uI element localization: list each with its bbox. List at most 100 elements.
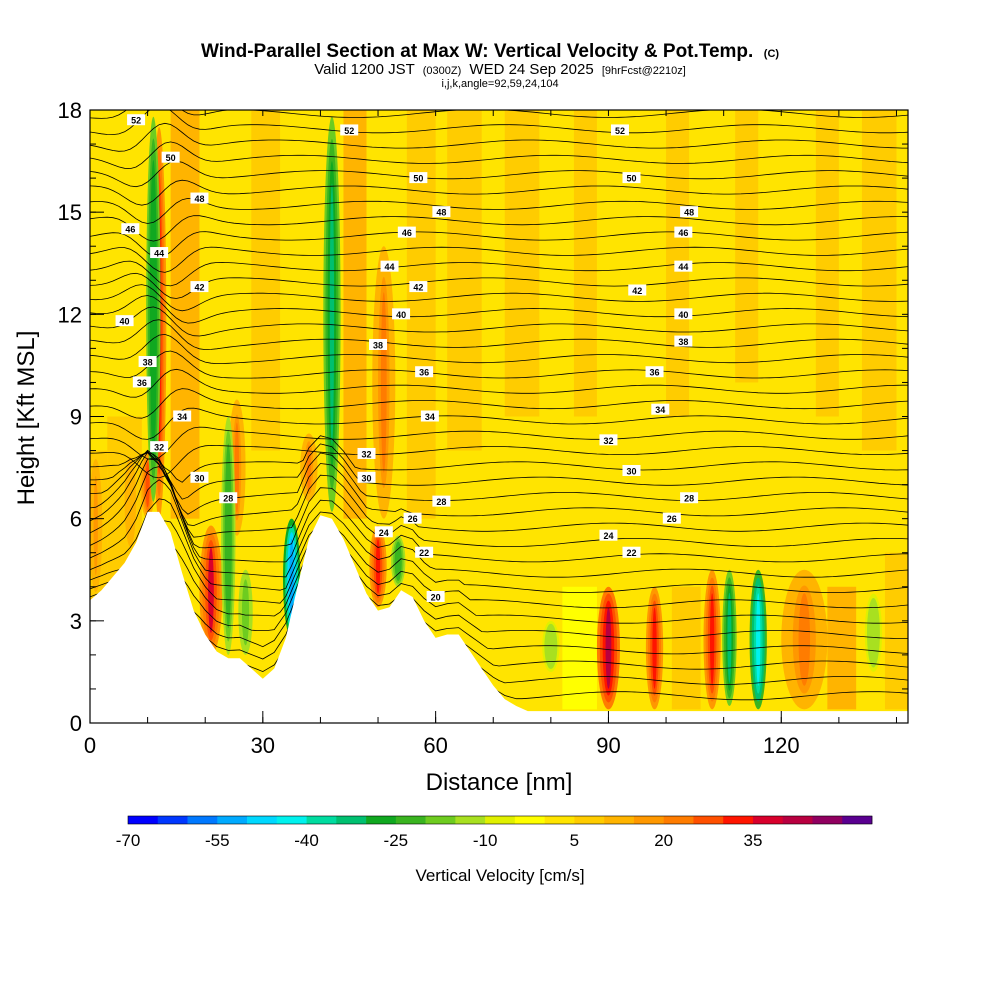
- colorbar-swatch: [574, 816, 605, 824]
- contour-label: 34: [173, 410, 192, 422]
- contour-label-text: 20: [431, 592, 441, 602]
- contour-label-text: 34: [177, 412, 187, 422]
- colorbar-swatch: [812, 816, 843, 824]
- y-tick-label: 18: [58, 98, 82, 123]
- contour-label-text: 46: [402, 228, 412, 238]
- contour-label-bg: [628, 284, 647, 296]
- colorbar-swatch: [663, 816, 694, 824]
- contour-label-bg: [680, 206, 699, 218]
- chart-title-line: Wind-Parallel Section at Max W: Vertical…: [201, 41, 779, 62]
- colorbar-swatch: [485, 816, 516, 824]
- colorbar-swatch: [782, 816, 813, 824]
- contour-label-text: 50: [413, 174, 423, 184]
- contour-label-bg: [127, 114, 146, 126]
- velocity-band: [343, 110, 367, 519]
- colorbar-tick-label: 35: [743, 831, 762, 850]
- contour-label-bg: [369, 338, 388, 350]
- contour-label: 52: [127, 114, 146, 126]
- contour-label-bg: [674, 226, 693, 238]
- contour-label-text: 44: [385, 262, 395, 272]
- contour-label: 42: [409, 281, 428, 293]
- colorbar-swatch: [455, 816, 486, 824]
- colorbar-swatch: [306, 816, 337, 824]
- x-tick-label: 30: [251, 733, 275, 758]
- contour-label-text: 28: [223, 494, 233, 504]
- contour-label-text: 34: [425, 412, 435, 422]
- contour-label-bg: [432, 495, 451, 507]
- theta-contour: [90, 451, 908, 538]
- contour-label-text: 34: [655, 405, 665, 415]
- downdraft-core: [289, 538, 294, 618]
- contour-label-bg: [432, 206, 451, 218]
- theta-contour: [90, 444, 908, 479]
- contour-label-bg: [415, 366, 434, 378]
- x-tick-label: 0: [84, 733, 96, 758]
- contour-label-bg: [115, 315, 134, 327]
- y-axis-label: Height [Kft MSL]: [13, 331, 40, 506]
- colorbar-tick-label: 5: [570, 831, 579, 850]
- colorbar-swatch: [187, 816, 218, 824]
- contour-label: 52: [340, 124, 359, 136]
- contour-label-text: 30: [194, 473, 204, 483]
- contour-label-text: 42: [632, 286, 642, 296]
- velocity-band: [447, 110, 482, 451]
- downdraft-core: [329, 183, 335, 446]
- contour-label: 50: [622, 172, 641, 184]
- subtitle-forecast: [9hrFcst@2210z]: [602, 65, 686, 77]
- theta-contour: [90, 479, 908, 578]
- contour-label: 40: [674, 308, 693, 320]
- plot-area: [90, 110, 908, 723]
- subtitle-valid-time: Valid 1200 JST: [314, 61, 414, 78]
- contour-label: 24: [374, 526, 393, 538]
- colorbar-swatch: [276, 816, 307, 824]
- theta-contour: [90, 319, 908, 351]
- x-tick-label: 60: [423, 733, 447, 758]
- contour-label-text: 52: [615, 126, 625, 136]
- theta-contour: [90, 260, 908, 287]
- velocity-band: [170, 110, 200, 519]
- velocity-band: [671, 586, 701, 710]
- updraft-core: [709, 593, 715, 686]
- contour-label-text: 36: [650, 368, 660, 378]
- contour-label-bg: [599, 434, 618, 446]
- contour-label-text: 24: [603, 531, 613, 541]
- contour-label: 38: [369, 338, 388, 350]
- contour-label-bg: [380, 260, 399, 272]
- contour-label-bg: [357, 471, 376, 483]
- colorbar-swatch: [604, 816, 635, 824]
- contour-label-bg: [622, 172, 641, 184]
- colorbar-tick-label: -55: [205, 831, 230, 850]
- downdraft-core: [243, 584, 248, 641]
- velocity-band: [827, 586, 857, 710]
- downdraft-core: [151, 181, 156, 437]
- theta-contour: [90, 539, 908, 624]
- contour-label-text: 50: [626, 174, 636, 184]
- subtitle-date: WED 24 Sep 2025: [469, 61, 593, 78]
- x-axis-label: Distance [nm]: [426, 769, 573, 796]
- contour-label-bg: [651, 403, 670, 415]
- colorbar-swatch: [366, 816, 397, 824]
- updraft-core: [127, 463, 134, 540]
- theta-contour: [90, 350, 908, 379]
- theta-contour: [90, 110, 908, 136]
- contour-label-bg: [415, 546, 434, 558]
- contour-label-bg: [190, 192, 209, 204]
- contour-label-text: 26: [408, 514, 418, 524]
- contour-label: 34: [651, 403, 670, 415]
- theta-contour: [90, 306, 908, 337]
- contour-label-bg: [680, 492, 699, 504]
- contour-label-text: 46: [678, 228, 688, 238]
- updraft-core: [234, 422, 240, 513]
- theta-contour: [90, 197, 908, 224]
- theta-contour: [90, 498, 908, 594]
- contour-label: 50: [161, 151, 180, 163]
- contour-label: 40: [392, 308, 411, 320]
- velocity-band: [406, 110, 436, 519]
- contour-label-text: 42: [413, 283, 423, 293]
- theta-contour: [90, 160, 908, 188]
- contour-label: 44: [674, 260, 693, 272]
- contour-label: 32: [599, 434, 618, 446]
- contour-label-text: 44: [678, 262, 688, 272]
- contour-label: 50: [409, 172, 428, 184]
